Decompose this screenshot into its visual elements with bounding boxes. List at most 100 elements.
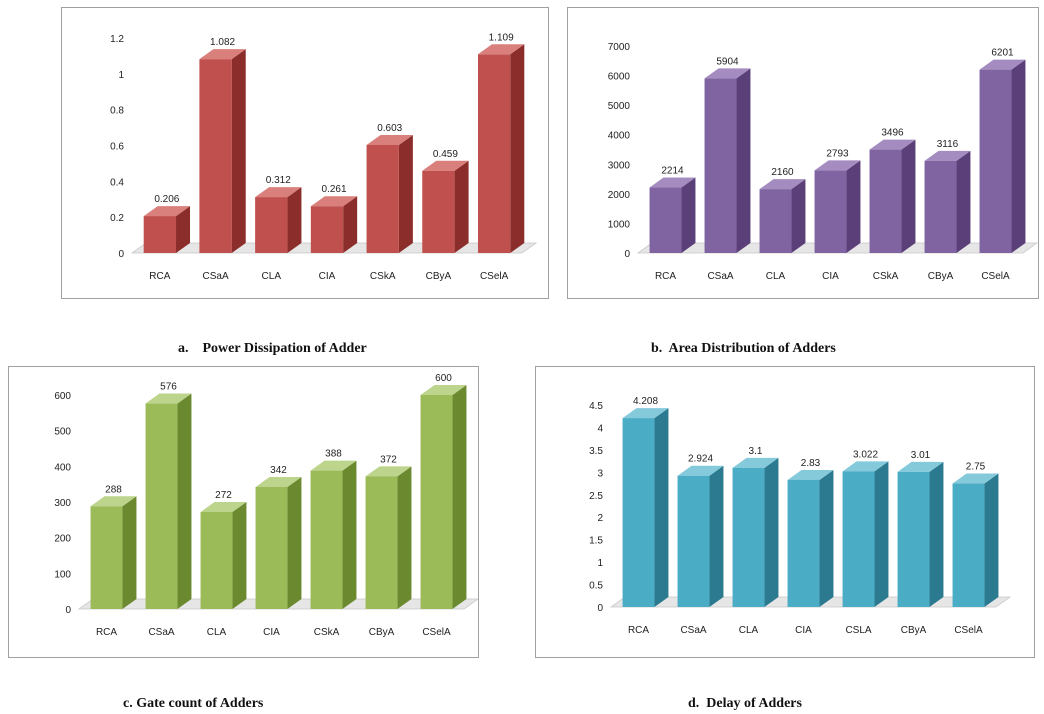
bar [622, 408, 669, 607]
bar-front [649, 187, 682, 253]
x-tick-label: CByA [901, 625, 927, 636]
x-tick-label: CIA [319, 271, 336, 282]
y-tick-label: 0 [597, 603, 603, 614]
bar [952, 473, 999, 607]
bar [145, 393, 192, 609]
bar-side [791, 179, 806, 253]
bar-front [366, 144, 399, 253]
data-label: 3.022 [853, 449, 878, 460]
bar-side [901, 139, 916, 253]
caption-area: b. Area Distribution of Adders [651, 341, 836, 356]
data-label: 3496 [881, 128, 904, 139]
chart-panel-area: 0 1000 2000 3000 4000 5000 6000 7000 2214 RCA 5904… [567, 7, 1039, 299]
bar-side [343, 196, 358, 253]
bar [365, 466, 412, 609]
x-tick-label: CIA [822, 271, 839, 282]
y-tick-label: 2000 [608, 190, 631, 201]
bar [869, 139, 916, 253]
bar-top [842, 461, 889, 472]
data-label: 2793 [826, 148, 849, 159]
bar [199, 49, 246, 254]
bar-top [732, 457, 779, 468]
bar [704, 68, 751, 254]
data-label: 2214 [661, 166, 684, 177]
bar-front [677, 475, 710, 607]
y-tick-label: 1.5 [589, 536, 603, 547]
y-tick-label: 300 [54, 498, 71, 509]
x-tick-label: CLA [766, 271, 786, 282]
y-tick-label: 3.5 [589, 446, 603, 457]
bar-front [422, 170, 455, 253]
bar-top [704, 68, 751, 79]
bar-top [199, 49, 246, 60]
bar [787, 469, 834, 607]
bar-top [759, 179, 806, 190]
data-label: 2.924 [688, 454, 713, 465]
data-label: 576 [160, 382, 177, 393]
y-tick-label: 3 [597, 468, 603, 479]
x-tick-label: CSaA [680, 625, 706, 636]
data-label: 0.206 [154, 194, 179, 205]
bar-top [310, 460, 357, 471]
data-label: 6201 [991, 48, 1014, 59]
caption-delay: d. Delay of Adders [688, 696, 802, 711]
x-tick-label: CSelA [422, 627, 451, 638]
y-tick-label: 5000 [608, 101, 631, 112]
bar-front [814, 170, 847, 253]
bar-front [420, 395, 453, 609]
data-label: 1.082 [210, 37, 235, 48]
y-tick-label: 4.5 [589, 401, 603, 412]
y-tick-label: 4000 [608, 131, 631, 142]
bar-top [649, 177, 696, 188]
data-label: 272 [215, 490, 232, 501]
y-tick-label: 6000 [608, 72, 631, 83]
data-label: 342 [270, 465, 287, 476]
bar-side [709, 465, 724, 607]
data-label: 3.01 [911, 450, 931, 461]
bar-side [232, 501, 247, 609]
bar-side [122, 496, 137, 609]
bar-top [622, 408, 669, 419]
bar-front [143, 216, 177, 253]
bar-top [677, 465, 724, 476]
bar-side [287, 477, 302, 609]
y-tick-label: 3000 [608, 160, 631, 171]
bar [924, 150, 971, 253]
bar-top [924, 150, 971, 161]
bar-side [452, 385, 467, 609]
bar-front [842, 471, 875, 607]
x-tick-label: CSLA [845, 625, 871, 636]
data-label: 288 [105, 484, 122, 495]
x-tick-label: RCA [655, 271, 676, 282]
bar-side [1011, 59, 1026, 254]
y-tick-label: 500 [54, 427, 71, 438]
x-tick-label: CSelA [480, 271, 509, 282]
bar-side [342, 460, 357, 609]
bar-front [200, 511, 233, 609]
bar-side [654, 408, 669, 607]
data-label: 600 [435, 373, 452, 384]
bar-side [454, 160, 469, 253]
bar-side [176, 206, 191, 253]
bar [732, 457, 779, 607]
x-tick-label: CSaA [203, 271, 229, 282]
x-tick-label: CIA [795, 625, 812, 636]
data-label: 2.83 [801, 458, 821, 469]
y-tick-label: 1000 [608, 219, 631, 230]
bar-front [145, 403, 178, 609]
bar [477, 44, 525, 253]
bar-front [310, 470, 343, 609]
y-tick-label: 7000 [608, 42, 631, 53]
bar-front [704, 78, 737, 254]
x-tick-label: CLA [739, 625, 759, 636]
data-label: 372 [380, 454, 397, 465]
x-tick-label: CByA [369, 627, 395, 638]
bar-top [422, 160, 469, 171]
x-tick-label: CSkA [370, 271, 396, 282]
bar-front [897, 471, 930, 607]
chart-panel-delay: 0 0.5 1 1.5 2 2.5 3 3.5 4 4.5 4.208 RCA 2.924 CSaA 3.1… [535, 366, 1035, 658]
data-label: 1.109 [489, 32, 514, 43]
bar-side [231, 49, 246, 254]
y-tick-label: 0.8 [110, 106, 124, 117]
bar-side [929, 461, 944, 607]
